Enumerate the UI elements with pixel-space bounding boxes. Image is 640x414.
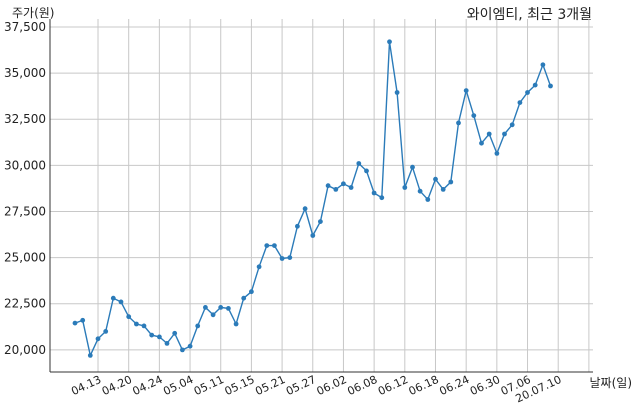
data-point xyxy=(502,131,507,137)
data-point xyxy=(172,330,178,336)
x-tick-label: 05.27 xyxy=(284,373,318,398)
data-point xyxy=(80,317,86,323)
data-point xyxy=(249,289,254,295)
x-tick-label: 05.21 xyxy=(253,373,287,398)
data-point xyxy=(241,295,247,301)
data-point xyxy=(509,122,515,128)
x-tick-label: 06.02 xyxy=(315,373,349,398)
data-point xyxy=(471,113,477,118)
x-tick-label: 04.24 xyxy=(131,373,165,398)
data-point xyxy=(180,347,185,353)
data-point xyxy=(532,82,538,88)
y-tick-label: 32,500 xyxy=(4,112,46,126)
data-point xyxy=(387,39,392,45)
grid-lines xyxy=(50,19,593,372)
data-point xyxy=(141,323,147,329)
data-point xyxy=(149,332,155,338)
x-tick-labels: 04.1304.2004.2405.0405.1105.1505.2105.27… xyxy=(69,373,563,405)
data-point xyxy=(494,151,500,156)
data-point xyxy=(164,341,170,346)
data-point xyxy=(463,88,469,93)
data-point xyxy=(440,187,446,192)
data-point xyxy=(310,233,316,238)
data-point xyxy=(272,243,277,249)
data-point xyxy=(417,188,423,194)
data-point xyxy=(371,190,377,196)
price-points xyxy=(72,39,553,358)
data-point xyxy=(410,164,415,170)
data-point xyxy=(379,195,385,201)
x-tick-label: 04.20 xyxy=(100,373,134,398)
data-point xyxy=(279,256,285,261)
data-point xyxy=(433,176,438,182)
x-tick-label: 05.11 xyxy=(192,373,226,398)
data-point xyxy=(256,264,262,270)
y-tick-label: 30,000 xyxy=(4,158,46,172)
data-point xyxy=(448,179,454,185)
x-tick-label: 05.15 xyxy=(223,373,257,398)
data-point xyxy=(233,321,239,327)
x-tick-label: 04.13 xyxy=(69,373,103,398)
data-point xyxy=(356,161,362,166)
y-tick-label: 22,500 xyxy=(4,297,46,311)
data-point xyxy=(118,299,124,305)
data-point xyxy=(187,343,193,349)
data-point xyxy=(95,336,101,342)
data-point xyxy=(325,183,331,189)
data-point xyxy=(103,329,109,334)
axes xyxy=(49,19,593,373)
data-point xyxy=(87,353,93,358)
data-point xyxy=(318,219,323,225)
data-point xyxy=(218,305,224,310)
data-point xyxy=(517,100,523,105)
data-point xyxy=(456,120,461,126)
data-point xyxy=(126,314,132,320)
data-point xyxy=(302,206,308,212)
y-axis-label: 주가(원) xyxy=(12,6,55,20)
x-tick-label: 06.18 xyxy=(407,373,441,398)
data-point xyxy=(195,323,201,329)
data-point xyxy=(479,140,484,146)
data-point xyxy=(157,334,162,340)
data-point xyxy=(425,197,431,202)
y-tick-labels: 20,000 22,500 25,000 27,500 30,000 32,500 35,0… xyxy=(4,20,46,357)
data-point xyxy=(226,306,231,311)
data-point xyxy=(72,320,78,326)
x-axis-label: 날짜(일) xyxy=(589,376,632,390)
data-point xyxy=(402,185,408,190)
x-tick-label: 06.24 xyxy=(437,373,471,398)
data-point xyxy=(486,131,492,137)
data-point xyxy=(295,223,300,229)
x-tick-label: 05.04 xyxy=(161,373,195,398)
x-tick-label: 06.12 xyxy=(376,373,410,398)
y-tick-label: 20,000 xyxy=(4,343,46,357)
data-point xyxy=(210,312,216,318)
data-point xyxy=(203,305,208,310)
data-point xyxy=(548,83,553,89)
x-tick-label: 06.08 xyxy=(345,373,379,398)
data-point xyxy=(134,321,139,327)
y-tick-label: 25,000 xyxy=(4,251,46,265)
y-tick-label: 37,500 xyxy=(4,20,46,34)
data-point xyxy=(341,181,346,187)
data-point xyxy=(364,168,369,174)
data-point xyxy=(110,295,116,301)
y-tick-label: 27,500 xyxy=(4,204,46,218)
y-tick-label: 35,000 xyxy=(4,66,46,80)
data-point xyxy=(348,185,354,190)
data-point xyxy=(525,90,530,95)
data-point xyxy=(264,243,270,249)
x-tick-label: 06.30 xyxy=(468,373,502,398)
data-point xyxy=(287,255,293,260)
data-point xyxy=(394,90,400,95)
data-point xyxy=(333,187,339,192)
data-point xyxy=(540,62,546,68)
chart-title: 와이엠티, 최근 3개월 xyxy=(466,7,592,23)
